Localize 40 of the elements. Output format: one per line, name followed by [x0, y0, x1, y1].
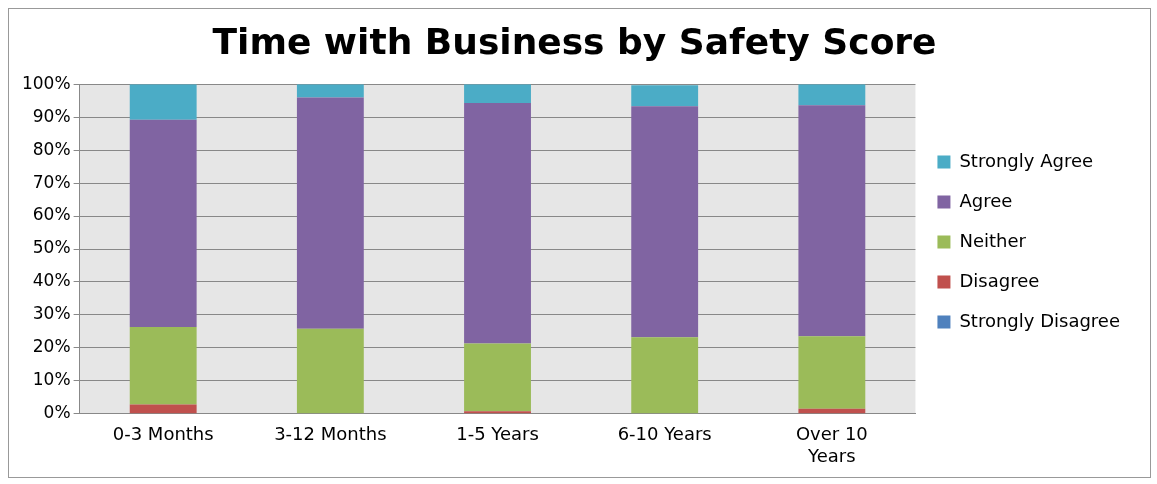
bar	[631, 106, 699, 338]
y-tick-label: 80%	[32, 138, 71, 159]
y-tick-label: 40%	[32, 270, 71, 291]
bar	[464, 411, 531, 414]
bar	[464, 102, 531, 344]
x-tick-label: 1-5 Years	[456, 423, 539, 445]
y-tick-label: 10%	[32, 369, 71, 390]
bar	[798, 336, 866, 409]
bar	[129, 404, 197, 414]
bar	[129, 119, 197, 328]
x-tick-label: 0-3 Months	[112, 423, 214, 445]
y-tick-label: 0%	[43, 402, 71, 423]
bar	[296, 328, 364, 414]
legend-label: Neither	[959, 229, 1027, 251]
bar	[464, 343, 531, 412]
y-tick-label: 30%	[32, 303, 71, 324]
bar	[296, 97, 364, 329]
bar	[798, 105, 866, 337]
bar	[129, 84, 197, 120]
legend-label: Agree	[959, 189, 1013, 211]
legend-label: Strongly Disagree	[959, 309, 1120, 331]
bar	[631, 85, 699, 107]
y-tick-label: 60%	[32, 204, 71, 225]
x-tick-label: 6-10 Years	[617, 423, 712, 445]
bar	[798, 408, 866, 414]
y-tick-label: 50%	[32, 237, 71, 258]
bar	[631, 337, 699, 414]
legend-label: Disagree	[959, 269, 1040, 291]
y-tick-label: 90%	[32, 105, 71, 126]
bar	[296, 84, 364, 98]
legend-label: Strongly Agree	[959, 149, 1094, 171]
y-tick-label: 20%	[32, 336, 71, 357]
bar	[798, 84, 866, 106]
x-tick-label: Over 10 Years	[795, 423, 868, 466]
y-tick-label: 70%	[32, 171, 71, 192]
x-tick-label: 3-12 Months	[274, 423, 387, 445]
y-tick-label: 100%	[21, 72, 71, 93]
bar	[129, 327, 197, 405]
chart-title: Time with Business by Safety Score	[212, 20, 937, 62]
bar	[464, 84, 531, 103]
